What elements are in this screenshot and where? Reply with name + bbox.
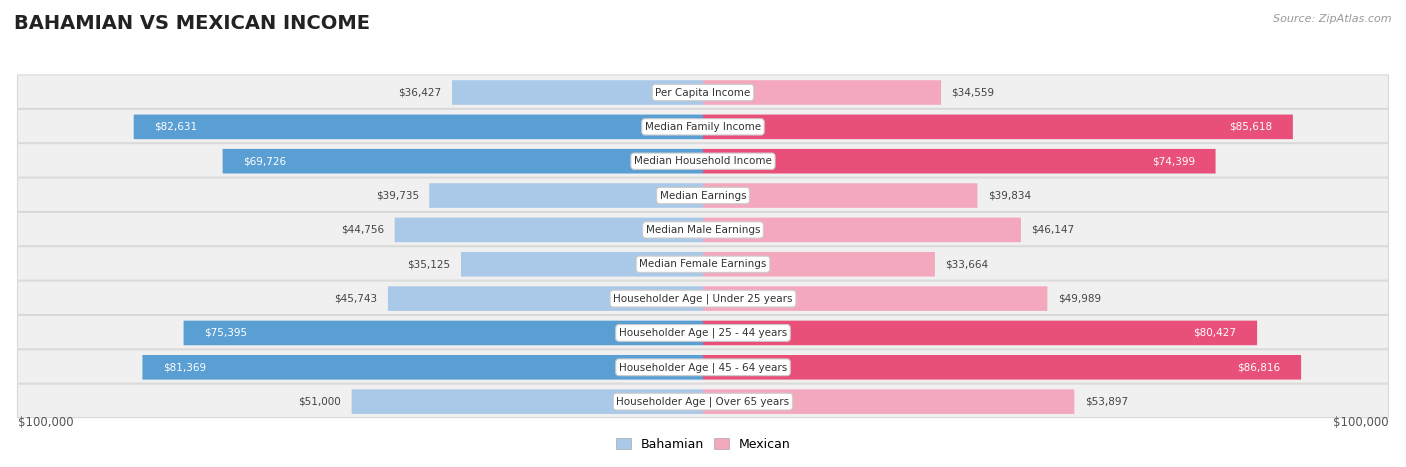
Text: $51,000: $51,000 [298, 396, 342, 407]
Text: Source: ZipAtlas.com: Source: ZipAtlas.com [1274, 14, 1392, 24]
Text: Householder Age | Over 65 years: Householder Age | Over 65 years [616, 396, 790, 407]
FancyBboxPatch shape [17, 144, 1389, 177]
Text: $69,726: $69,726 [243, 156, 287, 166]
Text: $74,399: $74,399 [1152, 156, 1195, 166]
Text: $34,559: $34,559 [952, 87, 994, 98]
FancyBboxPatch shape [134, 114, 703, 139]
FancyBboxPatch shape [17, 75, 1389, 108]
FancyBboxPatch shape [17, 178, 1389, 212]
FancyBboxPatch shape [703, 389, 1074, 414]
FancyBboxPatch shape [184, 321, 703, 345]
Text: $80,427: $80,427 [1194, 328, 1236, 338]
Text: Median Household Income: Median Household Income [634, 156, 772, 166]
FancyBboxPatch shape [17, 212, 1389, 246]
Text: $81,369: $81,369 [163, 362, 207, 372]
FancyBboxPatch shape [17, 384, 1389, 417]
Text: $86,816: $86,816 [1237, 362, 1281, 372]
FancyBboxPatch shape [703, 252, 935, 276]
Legend: Bahamian, Mexican: Bahamian, Mexican [610, 432, 796, 456]
FancyBboxPatch shape [142, 355, 703, 380]
FancyBboxPatch shape [17, 109, 1389, 143]
Text: $100,000: $100,000 [17, 416, 73, 429]
Text: $39,834: $39,834 [988, 191, 1031, 200]
Text: Median Family Income: Median Family Income [645, 122, 761, 132]
Text: Householder Age | Under 25 years: Householder Age | Under 25 years [613, 293, 793, 304]
FancyBboxPatch shape [429, 183, 703, 208]
Text: $33,664: $33,664 [945, 259, 988, 269]
FancyBboxPatch shape [703, 321, 1257, 345]
Text: $75,395: $75,395 [204, 328, 247, 338]
Text: $49,989: $49,989 [1057, 294, 1101, 304]
FancyBboxPatch shape [395, 218, 703, 242]
FancyBboxPatch shape [703, 286, 1047, 311]
Text: $100,000: $100,000 [1333, 416, 1389, 429]
Text: $82,631: $82,631 [155, 122, 197, 132]
FancyBboxPatch shape [461, 252, 703, 276]
Text: BAHAMIAN VS MEXICAN INCOME: BAHAMIAN VS MEXICAN INCOME [14, 14, 370, 33]
FancyBboxPatch shape [703, 355, 1301, 380]
Text: Median Male Earnings: Median Male Earnings [645, 225, 761, 235]
FancyBboxPatch shape [17, 350, 1389, 383]
Text: Per Capita Income: Per Capita Income [655, 87, 751, 98]
Text: $39,735: $39,735 [375, 191, 419, 200]
Text: $36,427: $36,427 [398, 87, 441, 98]
Text: $46,147: $46,147 [1031, 225, 1074, 235]
FancyBboxPatch shape [703, 183, 977, 208]
FancyBboxPatch shape [17, 281, 1389, 314]
FancyBboxPatch shape [703, 149, 1216, 174]
Text: $85,618: $85,618 [1229, 122, 1272, 132]
Text: Median Earnings: Median Earnings [659, 191, 747, 200]
FancyBboxPatch shape [352, 389, 703, 414]
Text: Householder Age | 25 - 44 years: Householder Age | 25 - 44 years [619, 328, 787, 338]
Text: $45,743: $45,743 [335, 294, 378, 304]
FancyBboxPatch shape [17, 247, 1389, 280]
FancyBboxPatch shape [17, 315, 1389, 349]
Text: Householder Age | 45 - 64 years: Householder Age | 45 - 64 years [619, 362, 787, 373]
Text: Median Female Earnings: Median Female Earnings [640, 259, 766, 269]
Text: $53,897: $53,897 [1084, 396, 1128, 407]
FancyBboxPatch shape [703, 218, 1021, 242]
FancyBboxPatch shape [703, 114, 1294, 139]
FancyBboxPatch shape [703, 80, 941, 105]
FancyBboxPatch shape [222, 149, 703, 174]
FancyBboxPatch shape [453, 80, 703, 105]
Text: $44,756: $44,756 [342, 225, 384, 235]
Text: $35,125: $35,125 [408, 259, 451, 269]
FancyBboxPatch shape [388, 286, 703, 311]
